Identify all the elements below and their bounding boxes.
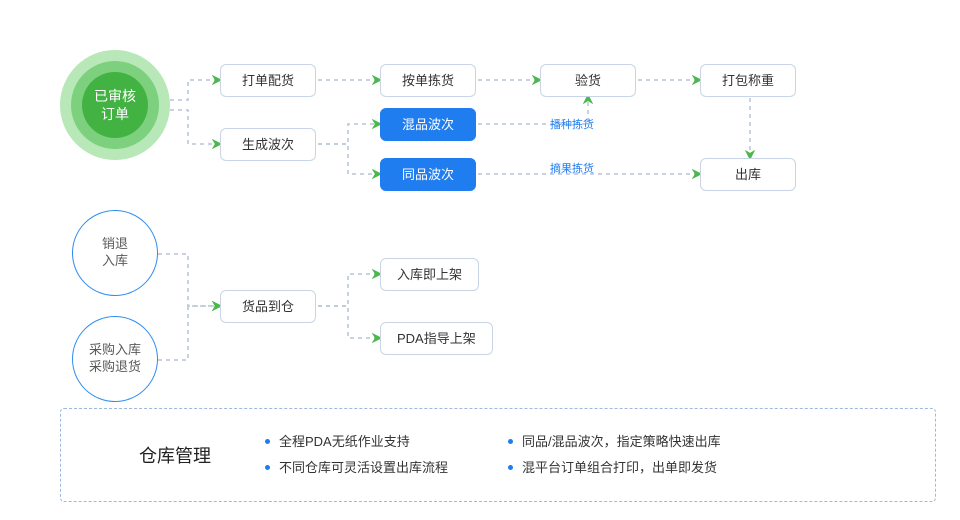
node-label: 入库即上架 [397, 267, 462, 282]
node-label: 销退 入库 [102, 236, 128, 270]
node-pack-weigh: 打包称重 [700, 64, 796, 97]
node-label: 打包称重 [722, 73, 774, 88]
edge-label-fruit-pick: 摘果拣货 [550, 160, 594, 176]
node-label: 货品到仓 [242, 299, 294, 314]
node-return-inbound: 销退 入库 [72, 210, 158, 296]
start-node: 已审核 订单 [60, 50, 170, 160]
node-label: 生成波次 [242, 137, 294, 152]
node-label: 采购入库 采购退货 [89, 342, 141, 376]
bottom-col-1: 全程PDA无纸作业支持 不同仓库可灵活设置出库流程 [265, 429, 448, 481]
node-shelve-immediate: 入库即上架 [380, 258, 479, 291]
node-label: 按单拣货 [402, 73, 454, 88]
bottom-title: 仓库管理 [85, 442, 265, 468]
flow-diagram: 已审核 订单 打单配货 按单拣货 验货 打包称重 生成波次 混品波次 同品波次 … [0, 0, 960, 520]
bottom-panel: 仓库管理 全程PDA无纸作业支持 不同仓库可灵活设置出库流程 同品/混品波次，指… [60, 408, 936, 502]
node-label: 同品波次 [402, 167, 454, 182]
node-inspect: 验货 [540, 64, 636, 97]
node-label: 出库 [735, 167, 761, 182]
node-goods-arrive: 货品到仓 [220, 290, 316, 323]
node-same-wave: 同品波次 [380, 158, 476, 191]
edge-label-seed-pick: 播种拣货 [550, 116, 594, 132]
feature-item: 不同仓库可灵活设置出库流程 [265, 455, 448, 481]
node-pick-by-order: 按单拣货 [380, 64, 476, 97]
node-label: 混品波次 [402, 117, 454, 132]
bottom-columns: 全程PDA无纸作业支持 不同仓库可灵活设置出库流程 同品/混品波次，指定策略快速… [265, 429, 911, 481]
feature-item: 全程PDA无纸作业支持 [265, 429, 448, 455]
node-outbound: 出库 [700, 158, 796, 191]
feature-item: 混平台订单组合打印，出单即发货 [508, 455, 721, 481]
start-label: 已审核 订单 [94, 87, 136, 123]
node-purchase-inbound: 采购入库 采购退货 [72, 316, 158, 402]
node-pda-shelve: PDA指导上架 [380, 322, 493, 355]
node-print-allocate: 打单配货 [220, 64, 316, 97]
node-gen-wave: 生成波次 [220, 128, 316, 161]
node-label: 打单配货 [242, 73, 294, 88]
feature-item: 同品/混品波次，指定策略快速出库 [508, 429, 721, 455]
bottom-col-2: 同品/混品波次，指定策略快速出库 混平台订单组合打印，出单即发货 [508, 429, 721, 481]
node-label: PDA指导上架 [397, 331, 476, 346]
node-mixed-wave: 混品波次 [380, 108, 476, 141]
node-label: 验货 [575, 73, 601, 88]
